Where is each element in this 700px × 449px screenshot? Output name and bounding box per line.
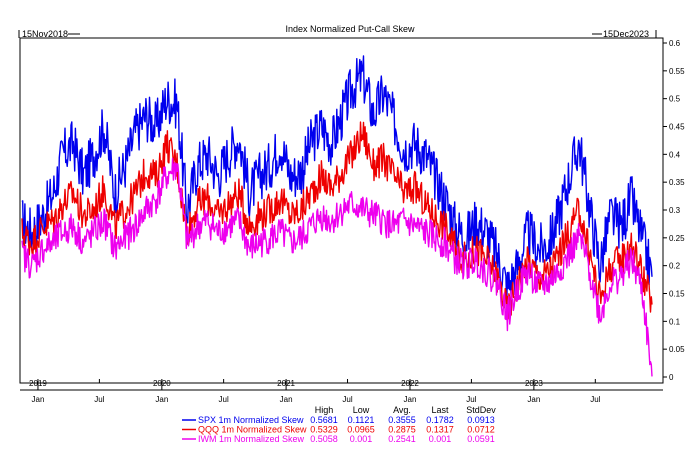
- legend-stat-qqq: 0.5329: [310, 425, 338, 435]
- legend-label-qqq: QQQ 1m Normalized Skew: [198, 425, 307, 435]
- stat-header-stddev: StdDev: [466, 405, 496, 415]
- y-tick-label: 0.1: [669, 317, 681, 326]
- y-tick-label: 0.4: [669, 150, 681, 159]
- legend-stat-iwm: 0.001: [350, 434, 373, 444]
- legend-stat-iwm: 0.001: [429, 434, 452, 444]
- y-tick-label: 0.2: [669, 262, 681, 271]
- plot-layer: 0 0.05 0.1 0.15 0.2 0.25 0.3 0.35 0.4 0.45 0.5 0.55…: [21, 39, 685, 404]
- y-tick-label: 0.05: [669, 345, 685, 354]
- year-label: 2020: [153, 379, 171, 388]
- legend-stat-spx: 0.3555: [388, 415, 416, 425]
- stat-header-high: High: [315, 405, 334, 415]
- x-tick-label: Jul: [342, 395, 352, 404]
- legend-stat-spx: 0.0913: [467, 415, 495, 425]
- legend-stat-spx: 0.1782: [426, 415, 454, 425]
- y-tick-label: 0.55: [669, 67, 685, 76]
- x-tick-label: Jan: [32, 395, 45, 404]
- series-line-iwm: [21, 157, 653, 377]
- legend-stat-qqq: 0.0965: [347, 425, 375, 435]
- x-tick-label: Jan: [527, 395, 540, 404]
- legend-stat-iwm: 0.2541: [388, 434, 416, 444]
- stat-header-last: Last: [431, 405, 449, 415]
- series-line-qqq: [21, 121, 653, 320]
- legend-stat-spx: 0.5681: [310, 415, 338, 425]
- start-date-label: 15Nov2018: [22, 29, 68, 39]
- x-tick-label: Jul: [466, 395, 476, 404]
- series-line-spx: [21, 55, 653, 308]
- legend-stat-spx: 0.1121: [348, 415, 375, 425]
- y-tick-label: 0.25: [669, 234, 685, 243]
- x-tick-label: Jan: [155, 395, 168, 404]
- year-label: 2023: [525, 379, 543, 388]
- y-tick-label: 0.15: [669, 290, 685, 299]
- end-date-label: 15Dec2023: [603, 29, 649, 39]
- legend-stat-qqq: 0.0712: [467, 425, 495, 435]
- y-tick-label: 0.45: [669, 123, 685, 132]
- stat-header-low: Low: [353, 405, 370, 415]
- y-tick-label: 0.35: [669, 178, 685, 187]
- y-tick-label: 0.6: [669, 39, 681, 48]
- legend-label-spx: SPX 1m Normalized Skew: [198, 415, 304, 425]
- x-tick-label: Jan: [404, 395, 417, 404]
- legend-stat-qqq: 0.2875: [388, 425, 416, 435]
- legend: High Low Avg. Last StdDev SPX 1m Normali…: [182, 405, 496, 444]
- legend-stat-iwm: 0.5058: [310, 434, 338, 444]
- legend-label-iwm: IWM 1m Normalized Skew: [198, 434, 305, 444]
- y-tick-label: 0.5: [669, 95, 681, 104]
- x-tick-label: Jul: [590, 395, 600, 404]
- x-tick-label: Jul: [94, 395, 104, 404]
- y-tick-label: 0.3: [669, 206, 681, 215]
- legend-stat-qqq: 0.1317: [426, 425, 454, 435]
- year-label: 2019: [29, 379, 47, 388]
- year-label: 2021: [277, 379, 295, 388]
- chart-title: Index Normalized Put-Call Skew: [285, 24, 415, 34]
- x-tick-label: Jan: [280, 395, 293, 404]
- stat-header-avg: Avg.: [393, 405, 411, 415]
- x-tick-label: Jul: [219, 395, 229, 404]
- y-tick-label: 0: [669, 373, 674, 382]
- legend-stat-iwm: 0.0591: [467, 434, 495, 444]
- year-label: 2022: [401, 379, 419, 388]
